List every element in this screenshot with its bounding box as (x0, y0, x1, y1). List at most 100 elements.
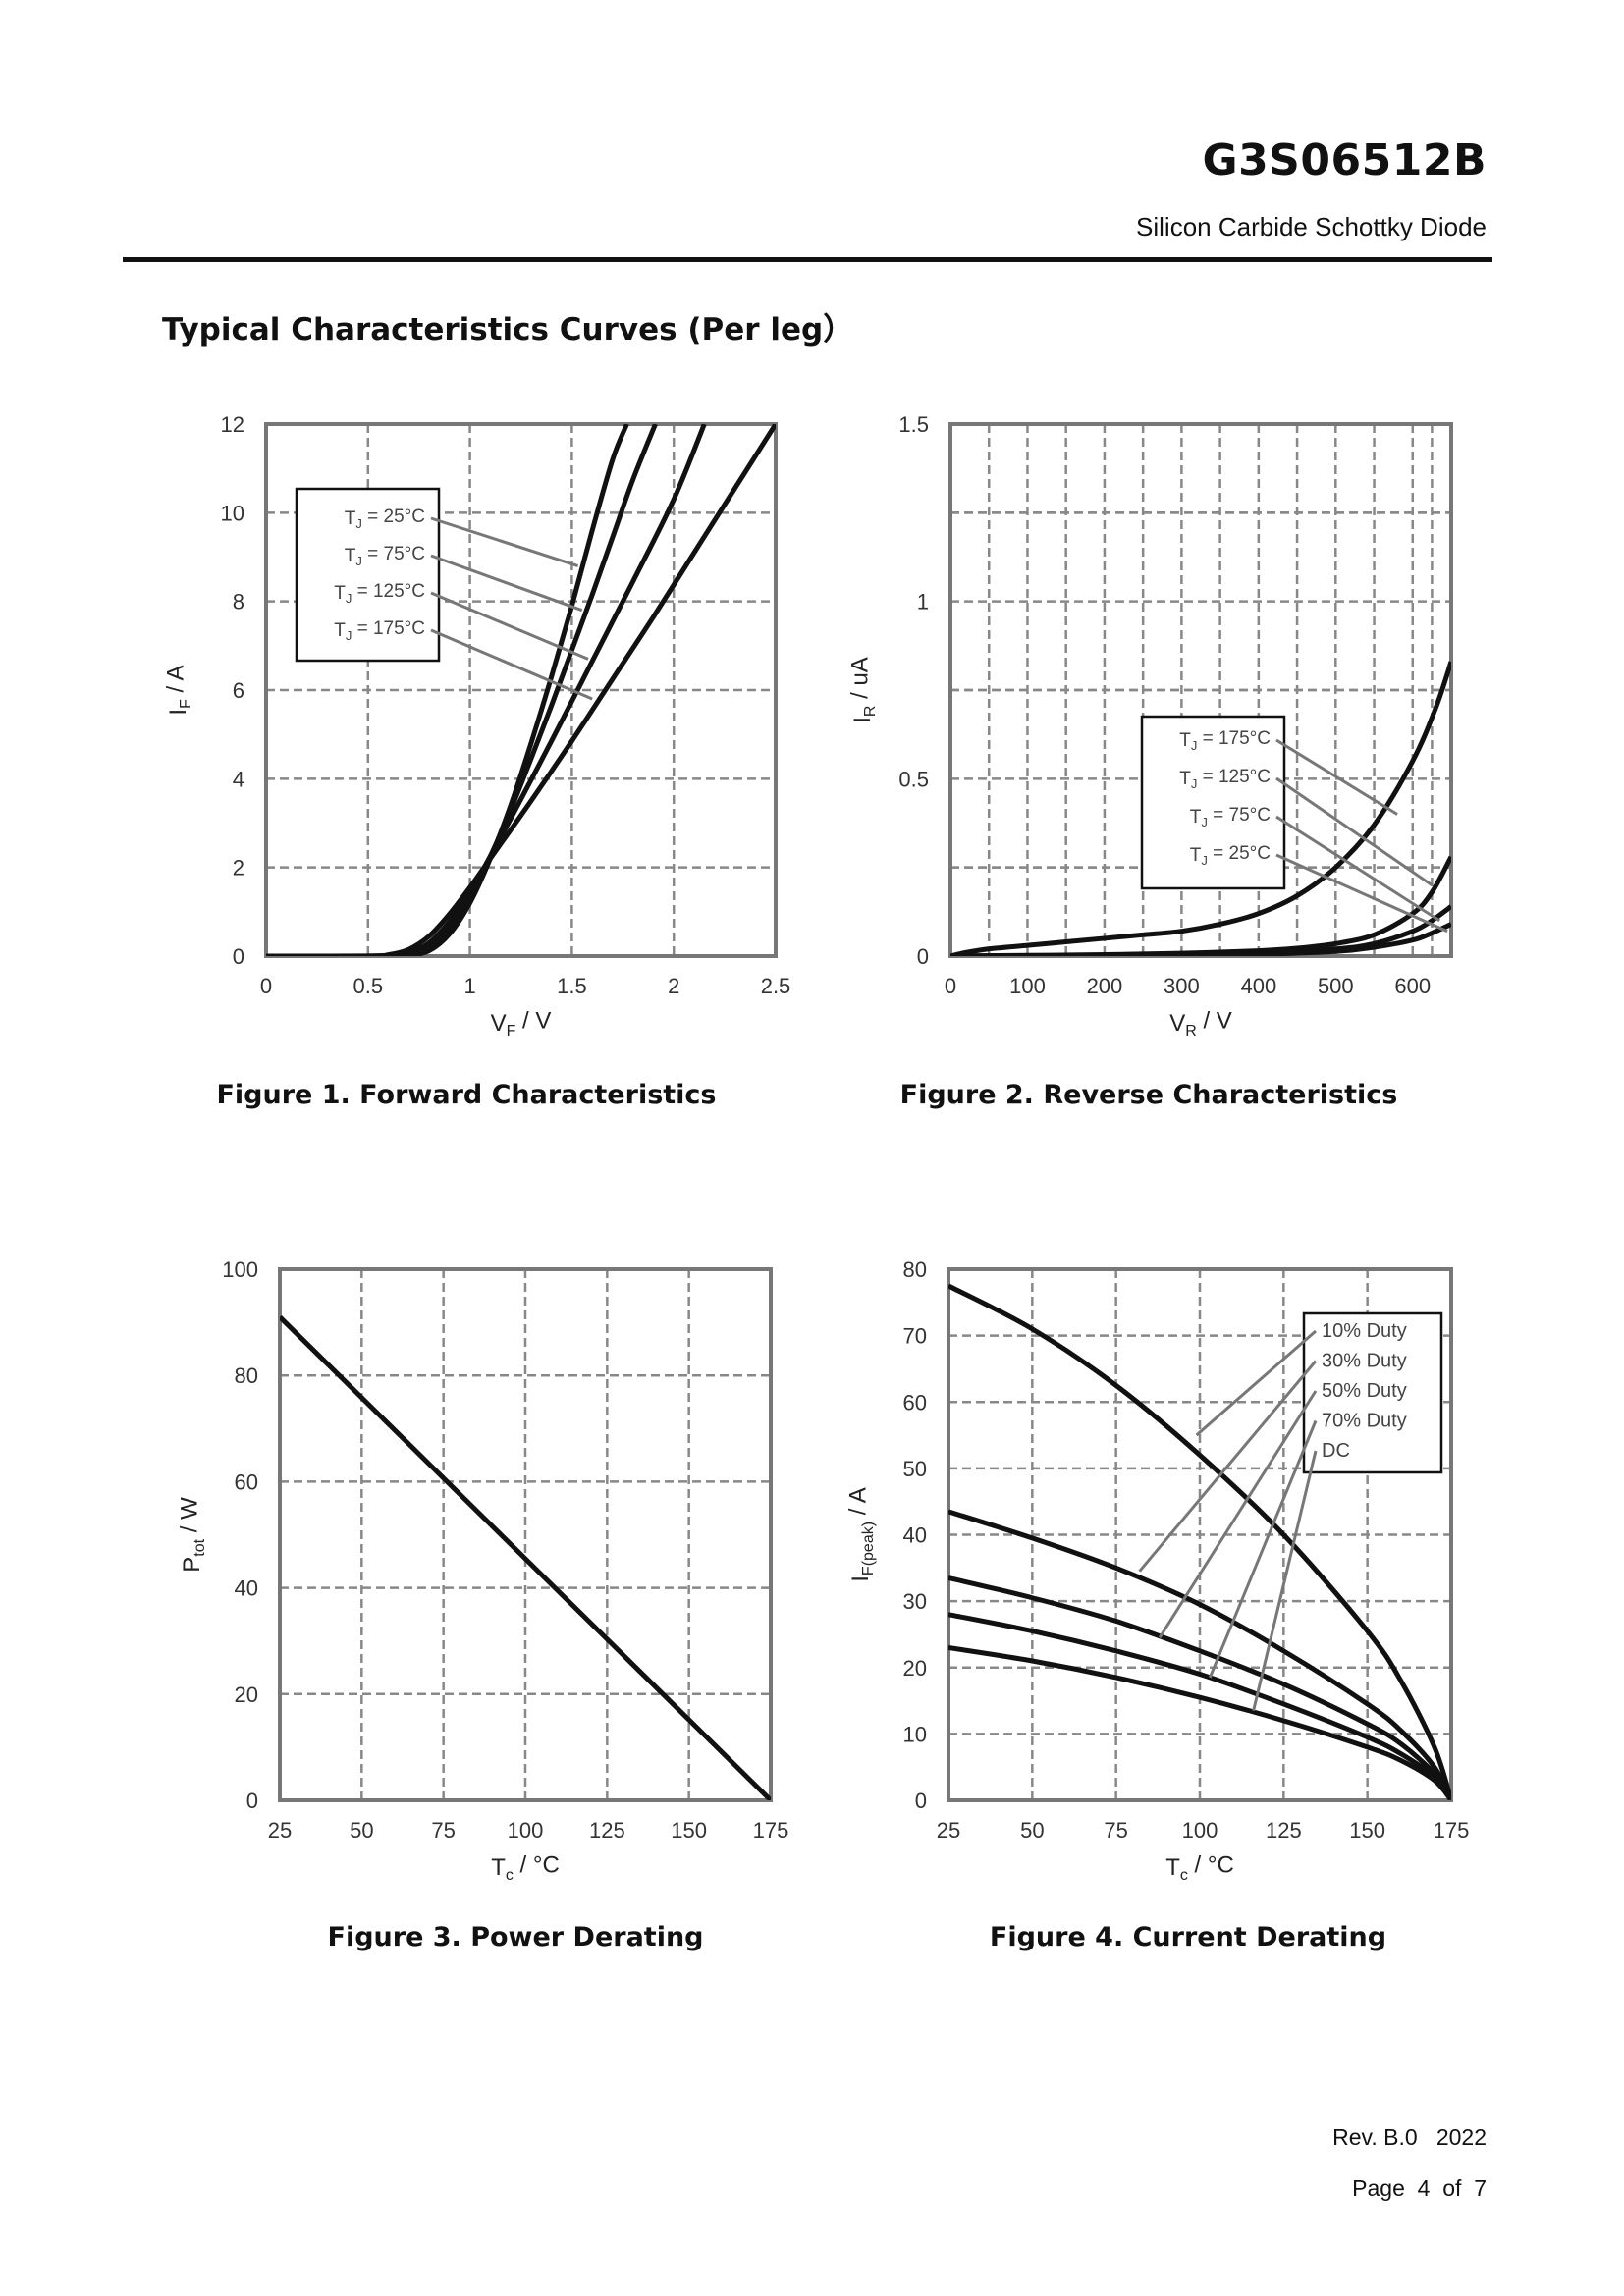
figure-4-caption: Figure 4. Current Derating (989, 1922, 1387, 1952)
fig4-legend-label-5: DC (1322, 1440, 1350, 1462)
fig4-ytick-label: 0 (915, 1789, 927, 1813)
fig1-ytick-label: 6 (233, 678, 244, 703)
fig4-legend-leader-4 (1208, 1419, 1318, 1679)
fig1-group: 0 0.5 1 1.5 2 2.5 0 2 4 6 8 10 12 VF / V IF / A TJ = 25… (163, 412, 791, 1040)
fig1-xtick-label: 1 (463, 974, 475, 998)
fig1-ytick-label: 0 (233, 944, 244, 969)
fig1-plot-frame (264, 422, 778, 958)
fig3-ytick-label: 100 (222, 1257, 258, 1282)
fig4-xtick-label: 150 (1349, 1818, 1385, 1842)
fig4-ytick-label: 80 (903, 1257, 927, 1282)
fig4-legend-label-2: 30% Duty (1322, 1351, 1407, 1372)
fig1-legend-leader-2 (430, 554, 583, 613)
fig4-xtick-label: 100 (1182, 1818, 1218, 1842)
fig1-x-axis-label: VF / V (491, 1008, 552, 1040)
fig4-x-axis-label: Tc / °C (1165, 1852, 1234, 1884)
fig2-xtick-label: 100 (1009, 974, 1046, 998)
fig1-legend: TJ = 25°C TJ = 75°C TJ = 125°C TJ = 175°C (295, 487, 593, 701)
fig1-legend-leader-1 (430, 516, 579, 567)
fig4-ytick-label: 70 (903, 1324, 927, 1349)
footer-revision: Rev. B.0 2022 (1332, 2124, 1487, 2151)
fig4-legend-leader-2 (1138, 1360, 1318, 1573)
fig4-xtick-label: 75 (1104, 1818, 1127, 1842)
fig2-legend-leader-1 (1275, 738, 1398, 816)
fig4-ytick-label: 20 (903, 1656, 927, 1681)
fig1-xtick-label: 2 (668, 974, 679, 998)
fig4-plot-frame (947, 1267, 1453, 1802)
fig1-legend-leader-4 (430, 628, 593, 701)
fig2-y-axis-label: IR / uA (847, 657, 879, 723)
fig4-y-axis-label: IF(peak) / A (845, 1487, 877, 1581)
fig3-xtick-label: 125 (589, 1818, 625, 1842)
fig3-xtick-label: 50 (350, 1818, 373, 1842)
fig4-legend-label-4: 70% Duty (1322, 1411, 1407, 1432)
fig1-series-4-line (266, 424, 776, 956)
fig3-ytick-label: 20 (235, 1682, 258, 1707)
fig3-grid (278, 1267, 773, 1802)
fig2-xtick-label: 600 (1394, 974, 1431, 998)
fig2-ytick-label: 0 (917, 944, 929, 969)
fig3-ytick-label: 80 (235, 1363, 258, 1388)
fig4-legend-label-3: 50% Duty (1322, 1380, 1407, 1402)
fig1-xtick-label: 2.5 (761, 974, 791, 998)
fig3-ytick-label: 60 (235, 1469, 258, 1494)
fig2-legend: TJ = 175°C TJ = 125°C TJ = 75°C TJ = 25°C (1140, 715, 1448, 934)
fig1-ytick-label: 10 (221, 501, 244, 525)
fig1-ytick-label: 8 (233, 590, 244, 614)
fig4-xtick-label: 175 (1434, 1818, 1470, 1842)
fig1-xtick-label: 1.5 (557, 974, 587, 998)
fig3-xtick-label: 25 (268, 1818, 292, 1842)
fig4-series-5-line (948, 1644, 1451, 1800)
figure-2-caption: Figure 2. Reverse Characteristics (899, 1080, 1398, 1110)
fig3-series-1-line (280, 1314, 771, 1800)
fig2-xtick-label: 300 (1164, 974, 1200, 998)
fig2-legend-leader-2 (1275, 776, 1434, 886)
fig1-ytick-label: 12 (221, 412, 244, 437)
fig3-xtick-label: 175 (753, 1818, 789, 1842)
fig4-xtick-label: 25 (937, 1818, 960, 1842)
fig2-ytick-label: 0.5 (898, 767, 929, 791)
fig1-y-axis-label: IF / A (163, 665, 194, 715)
fig4-ytick-label: 60 (903, 1390, 927, 1415)
fig1-legend-leader-3 (430, 591, 589, 661)
part-number: G3S06512B (1202, 135, 1487, 186)
fig2-ytick-label: 1.5 (898, 412, 929, 437)
header-divider (123, 257, 1492, 262)
fig2-legend-leader-3 (1275, 815, 1441, 923)
fig1-xtick-label: 0.5 (353, 974, 384, 998)
revision-text: Rev. B.0 (1332, 2124, 1418, 2150)
fig3-plot-frame (278, 1267, 773, 1802)
page-total: 7 (1474, 2175, 1487, 2201)
fig4-ytick-label: 30 (903, 1589, 927, 1614)
fig4-legend: 10% Duty 30% Duty 50% Duty 70% Duty DC (1138, 1311, 1443, 1712)
of-word: of (1442, 2175, 1462, 2201)
fig2-grid (948, 422, 1451, 958)
fig2-legend-label-3: TJ = 75°C (1190, 805, 1271, 829)
fig1-legend-label-2: TJ = 75°C (345, 544, 425, 568)
fig4-xtick-label: 50 (1020, 1818, 1044, 1842)
fig3-xtick-label: 100 (508, 1818, 544, 1842)
fig2-x-axis-label: VR / V (1169, 1008, 1232, 1040)
fig4-legend-box (1302, 1311, 1443, 1474)
fig2-legend-label-1: TJ = 175°C (1179, 728, 1271, 753)
fig3-x-axis-label: Tc / °C (491, 1852, 560, 1884)
fig3-ytick-label: 40 (235, 1576, 258, 1601)
fig4-legend-label-1: 10% Duty (1322, 1320, 1407, 1342)
page-number: 4 (1417, 2175, 1431, 2201)
fig1-legend-label-4: TJ = 175°C (334, 618, 425, 643)
fig2-legend-label-4: TJ = 25°C (1190, 843, 1271, 868)
fig1-ytick-label: 4 (233, 767, 244, 791)
fig2-legend-leader-4 (1275, 853, 1448, 934)
fig1-legend-label-1: TJ = 25°C (345, 507, 425, 531)
fig4-series-3-line (948, 1575, 1451, 1800)
fig3-ytick-label: 0 (246, 1789, 258, 1813)
fig3-xtick-label: 75 (431, 1818, 455, 1842)
fig2-group: 0 100 200 300 400 500 600 0 0.5 1 1.5 VR / V IR / uA… (847, 412, 1453, 1040)
fig3-group: 25 50 75 100 125 150 175 0 20 40 60 80 100 Tc / °C Pto… (177, 1257, 789, 1884)
fig3-xtick-label: 150 (671, 1818, 707, 1842)
figure-1-caption: Figure 1. Forward Characteristics (216, 1080, 717, 1110)
fig4-legend-leader-3 (1158, 1390, 1318, 1639)
fig2-xtick-label: 0 (945, 974, 956, 998)
fig4-ytick-label: 40 (903, 1523, 927, 1548)
